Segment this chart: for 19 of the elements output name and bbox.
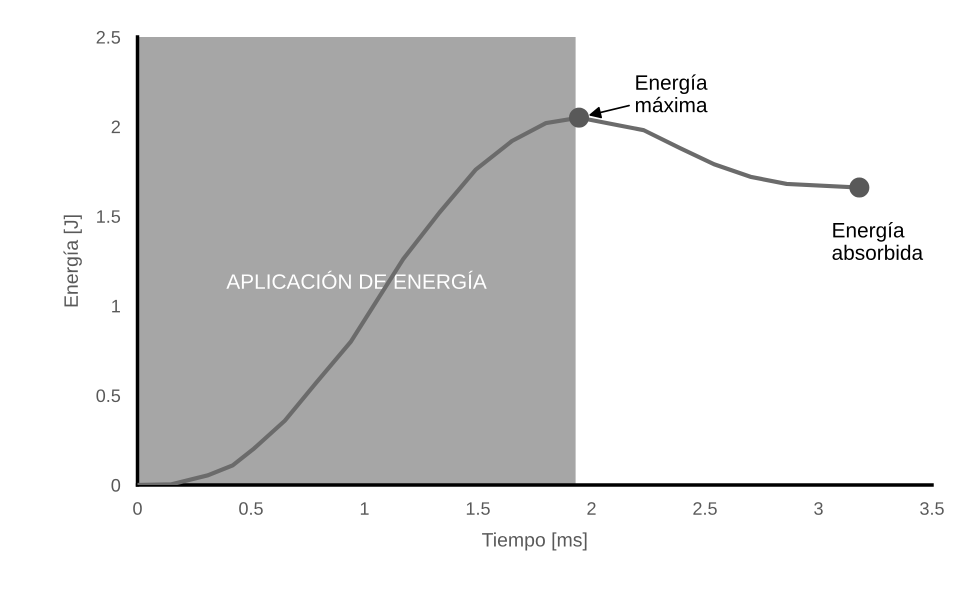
x-tick-label: 0.5	[239, 502, 263, 515]
y-tick-label: 2	[112, 120, 120, 134]
x-tick-label: 3.5	[920, 502, 944, 515]
y-tick-label: 2.5	[96, 30, 120, 44]
y-axis-title: Energía [J]	[63, 215, 82, 306]
y-tick-label: 1	[112, 300, 120, 312]
x-tick-label: 1	[360, 502, 369, 515]
y-tick-label: 0.5	[96, 389, 120, 402]
x-tick-label: 2	[587, 502, 596, 515]
x-axis-title: Tiempo [ms]	[482, 532, 586, 551]
y-tick-label: 1.5	[97, 210, 120, 223]
annotation: Energía máxima	[636, 74, 708, 112]
band-label: APLICACIÓN DE ENERGÍA	[226, 270, 487, 289]
x-tick-label: 3	[814, 502, 823, 515]
y-tick-label: 0	[112, 478, 120, 492]
x-tick-label: 1.5	[466, 502, 490, 515]
x-tick-label: 0	[133, 502, 142, 515]
x-tick-label: 2.5	[693, 502, 717, 515]
annotation: Energía absorbida	[832, 222, 924, 260]
